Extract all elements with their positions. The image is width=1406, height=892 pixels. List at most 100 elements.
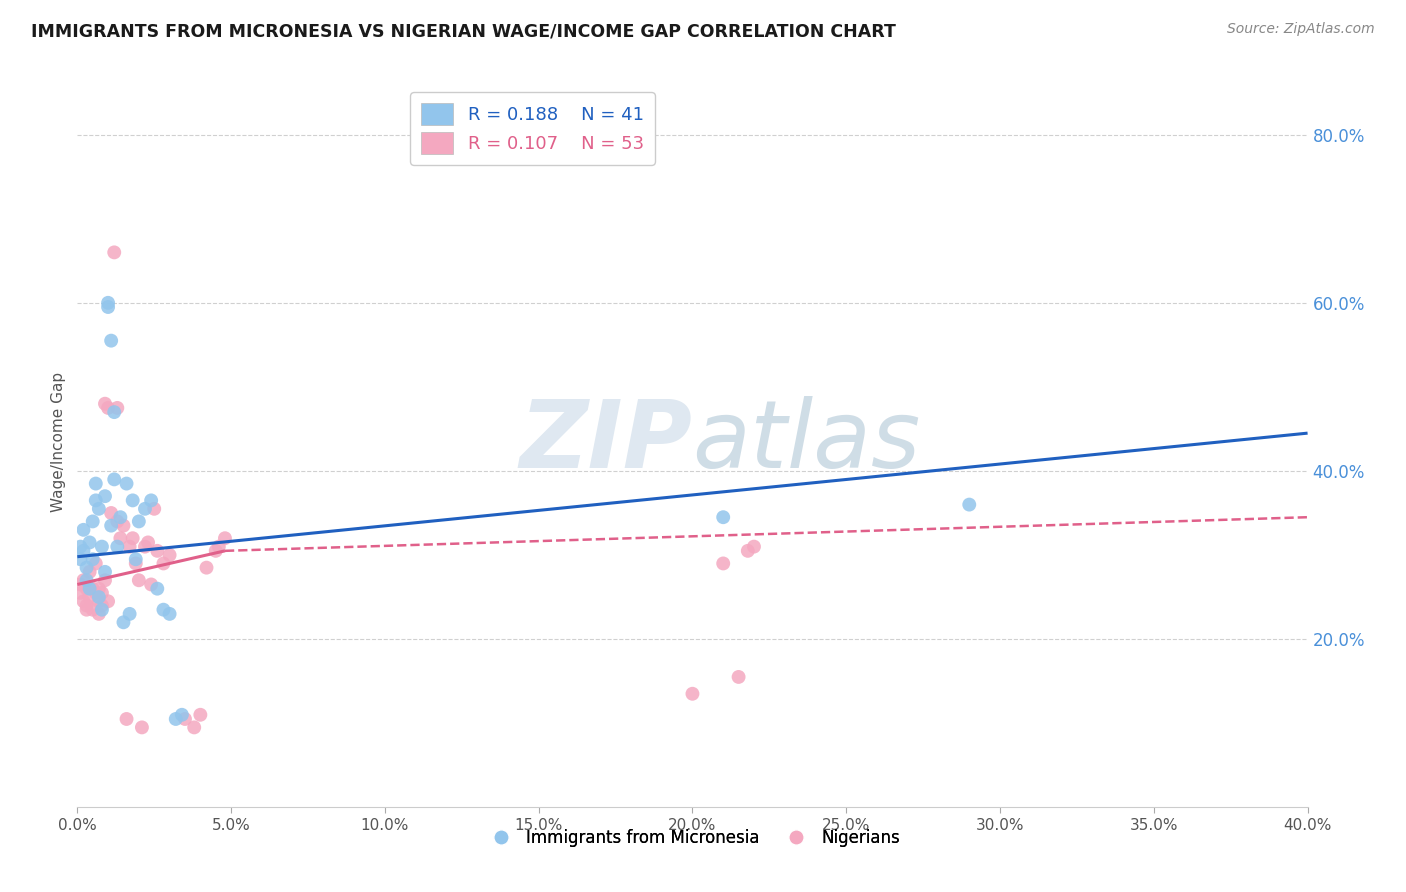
Point <box>76 599 98 613</box>
Point <box>742 540 765 554</box>
Point <box>69 540 91 554</box>
Point <box>84 493 107 508</box>
Point <box>69 552 91 566</box>
Point <box>94 489 117 503</box>
Point <box>87 607 110 621</box>
Point <box>711 510 734 524</box>
Point <box>134 501 156 516</box>
Point <box>82 552 104 566</box>
Point <box>118 540 141 554</box>
Legend: Immigrants from Micronesia, Nigerians: Immigrants from Micronesia, Nigerians <box>478 822 907 854</box>
Point <box>165 712 187 726</box>
Text: Source: ZipAtlas.com: Source: ZipAtlas.com <box>1227 22 1375 37</box>
Point <box>159 548 181 562</box>
Point <box>87 582 110 596</box>
Point <box>87 590 110 604</box>
Point <box>79 535 101 549</box>
Point <box>125 552 148 566</box>
Point <box>131 720 153 734</box>
Point <box>105 515 128 529</box>
Point <box>103 405 125 419</box>
Point <box>82 603 104 617</box>
Point <box>69 577 91 591</box>
Point <box>110 510 132 524</box>
Point <box>100 506 122 520</box>
Point <box>90 603 114 617</box>
Point <box>174 712 197 726</box>
Point <box>146 582 169 596</box>
Point <box>90 586 114 600</box>
Text: ZIP: ZIP <box>520 395 693 488</box>
Point <box>143 501 166 516</box>
Point <box>87 501 110 516</box>
Point <box>100 334 122 348</box>
Point <box>84 476 107 491</box>
Point <box>76 603 98 617</box>
Point <box>100 518 122 533</box>
Point <box>97 401 120 415</box>
Point <box>112 518 135 533</box>
Point <box>79 590 101 604</box>
Point <box>97 594 120 608</box>
Text: IMMIGRANTS FROM MICRONESIA VS NIGERIAN WAGE/INCOME GAP CORRELATION CHART: IMMIGRANTS FROM MICRONESIA VS NIGERIAN W… <box>31 22 896 40</box>
Point <box>105 540 128 554</box>
Point <box>195 560 218 574</box>
Point <box>128 574 150 588</box>
Point <box>141 577 163 591</box>
Point <box>97 300 120 314</box>
Point <box>76 560 98 574</box>
Point <box>79 565 101 579</box>
Point <box>136 535 159 549</box>
Point <box>737 544 759 558</box>
Point <box>134 540 156 554</box>
Point <box>90 540 114 554</box>
Point <box>214 531 236 545</box>
Point <box>128 515 150 529</box>
Point <box>72 594 94 608</box>
Point <box>118 607 141 621</box>
Point <box>115 712 138 726</box>
Point <box>170 707 193 722</box>
Point <box>76 574 98 588</box>
Point <box>152 557 174 571</box>
Point <box>72 574 94 588</box>
Point <box>121 493 143 508</box>
Point <box>188 707 212 722</box>
Point <box>84 586 107 600</box>
Text: atlas: atlas <box>693 396 921 487</box>
Point <box>90 599 114 613</box>
Point <box>183 720 205 734</box>
Point <box>82 582 104 596</box>
Point <box>69 586 91 600</box>
Point <box>105 401 128 415</box>
Point <box>76 582 98 596</box>
Point <box>72 544 94 558</box>
Point <box>208 540 231 554</box>
Point <box>152 603 174 617</box>
Point <box>125 557 148 571</box>
Point <box>121 531 143 545</box>
Point <box>727 670 749 684</box>
Point <box>94 397 117 411</box>
Point <box>711 557 734 571</box>
Point <box>103 245 125 260</box>
Point <box>82 515 104 529</box>
Point <box>204 544 226 558</box>
Point <box>141 493 163 508</box>
Point <box>72 523 94 537</box>
Point <box>103 472 125 486</box>
Y-axis label: Wage/Income Gap: Wage/Income Gap <box>51 371 66 512</box>
Point <box>87 594 110 608</box>
Point <box>79 582 101 596</box>
Point <box>97 295 120 310</box>
Point <box>94 574 117 588</box>
Point <box>146 544 169 558</box>
Point <box>957 498 980 512</box>
Point <box>94 565 117 579</box>
Point <box>84 557 107 571</box>
Point <box>112 615 135 630</box>
Point <box>682 687 704 701</box>
Point <box>110 531 132 545</box>
Point <box>115 476 138 491</box>
Point <box>159 607 181 621</box>
